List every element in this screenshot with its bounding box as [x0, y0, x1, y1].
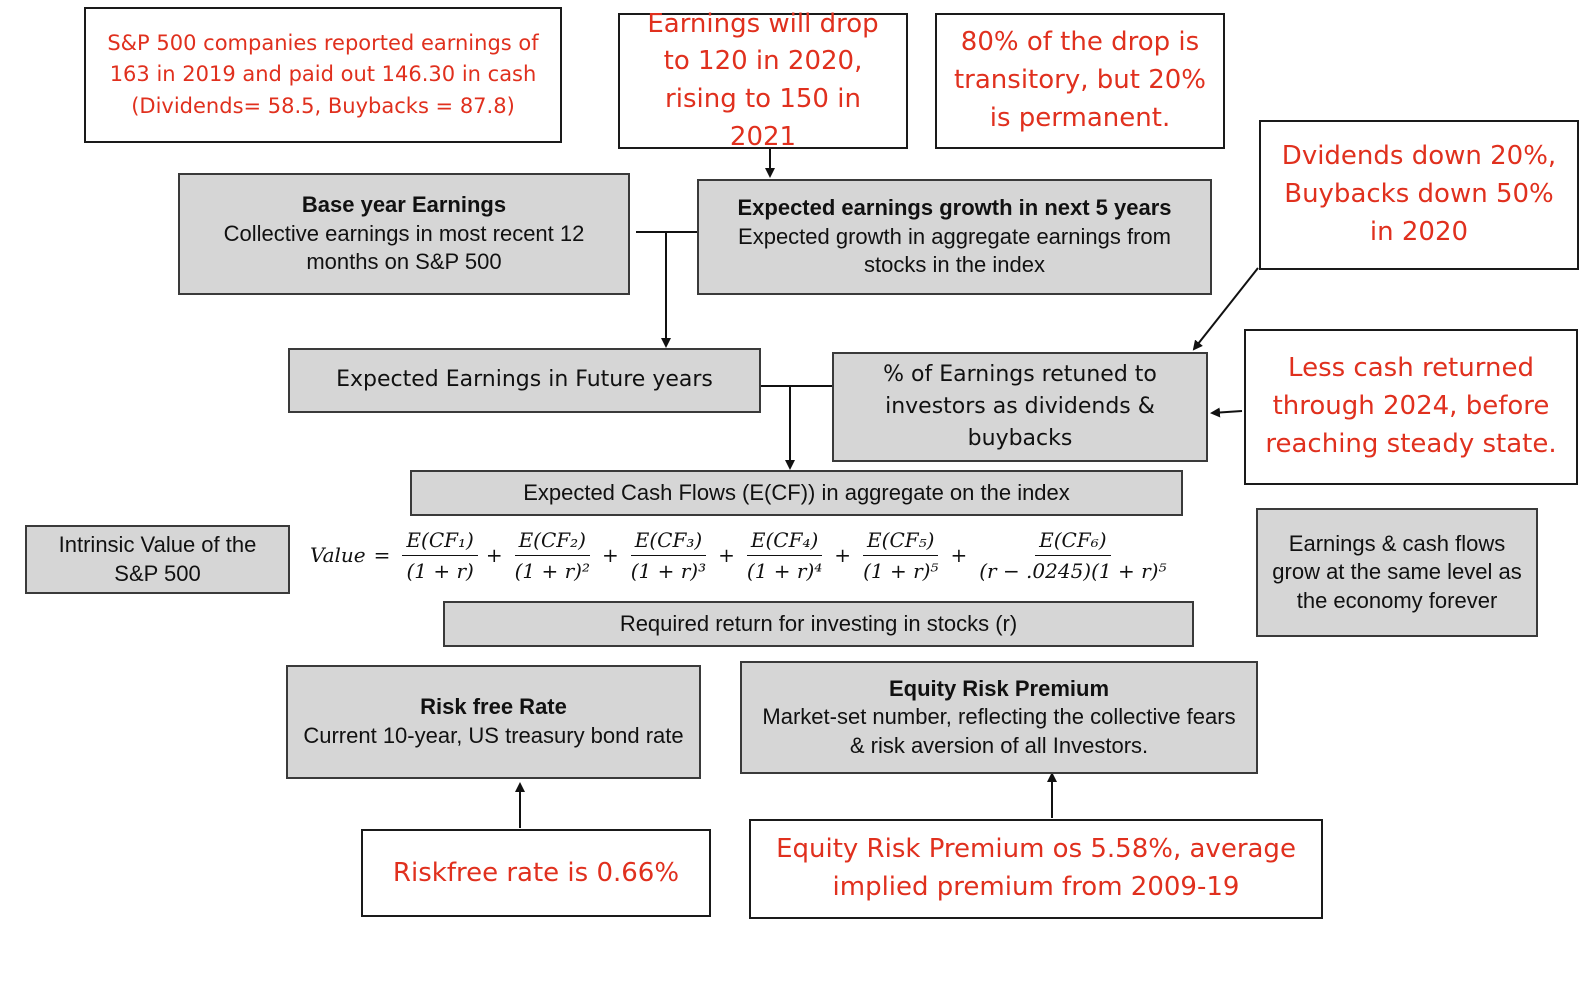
equity-risk-premium-box: Equity Risk Premium Market-set number, r… [740, 661, 1258, 774]
term-1-denominator: (1 + r) [406, 558, 474, 583]
term-3-numerator: E(CF₃) [630, 528, 707, 556]
payout-ratio-text: % of Earnings retuned to investors as di… [883, 362, 1157, 451]
earnings-growth-body: Expected growth in aggregate earnings fr… [738, 223, 1171, 278]
note-less-cash: Less cash returned through 2024, before … [1244, 329, 1578, 485]
term-4-denominator: (1 + r)⁴ [746, 558, 823, 583]
cash-flows-text: Expected Cash Flows (E(CF)) in aggregate… [523, 479, 1070, 505]
intrinsic-value-text: Intrinsic Value of the S&P 500 [58, 531, 257, 586]
equation-term-3: E(CF₃) (1 + r)³ [627, 528, 710, 583]
equity-risk-premium-title: Equity Risk Premium [888, 675, 1110, 701]
plus-sign: + [485, 543, 503, 567]
required-return-text: Required return for investing in stocks … [619, 610, 1018, 636]
equation-term-2: E(CF₂) (1 + r)² [511, 528, 594, 583]
equation-term-5: E(CF₅) (1 + r)⁵ [859, 528, 942, 583]
term-2-numerator: E(CF₂) [514, 528, 590, 556]
future-earnings-box: Expected Earnings in Future years [288, 348, 761, 413]
term-5-numerator: E(CF₅) [863, 528, 939, 556]
note-erp: Equity Risk Premium os 5.58%, average im… [749, 819, 1323, 919]
required-return-box: Required return for investing in stocks … [443, 601, 1194, 647]
risk-free-rate-box: Risk free Rate Current 10-year, US treas… [286, 665, 701, 779]
note-less-cash-text: Less cash returned through 2024, before … [1265, 353, 1557, 459]
note-erp-text: Equity Risk Premium os 5.58%, average im… [776, 834, 1296, 902]
risk-free-rate-body: Current 10-year, US treasury bond rate [303, 723, 684, 748]
note-dividends-down-text: Dvidends down 20%, Buybacks down 50% in … [1281, 141, 1557, 247]
note-sp500-reported: S&P 500 companies reported earnings of 1… [84, 7, 562, 143]
note-earnings-drop-text: Earnings will drop to 120 in 2020, risin… [647, 8, 879, 152]
term-6-denominator: (r − .0245)(1 + r)⁵ [979, 558, 1167, 583]
risk-free-rate-title: Risk free Rate [420, 694, 567, 720]
payout-ratio-box: % of Earnings retuned to investors as di… [832, 352, 1208, 462]
intrinsic-value-box: Intrinsic Value of the S&P 500 [25, 525, 290, 594]
note-drop-transitory: 80% of the drop is transitory, but 20% i… [935, 13, 1225, 149]
base-year-earnings-box: Base year Earnings Collective earnings i… [178, 173, 630, 295]
term-6-numerator: E(CF₆) [1035, 528, 1111, 556]
plus-sign: + [718, 543, 735, 567]
note-sp500-reported-text: S&P 500 companies reported earnings of 1… [107, 30, 539, 118]
term-3-denominator: (1 + r)³ [630, 558, 707, 583]
note-drop-transitory-text: 80% of the drop is transitory, but 20% i… [953, 27, 1206, 133]
term-2-denominator: (1 + r)² [514, 558, 590, 583]
equation-term-4: E(CF₄) (1 + r)⁴ [743, 528, 826, 583]
earnings-growth-title: Expected earnings growth in next 5 years [737, 195, 1172, 221]
equation-term-6: E(CF₆) (r − .0245)(1 + r)⁵ [975, 528, 1170, 583]
steady-state-box: Earnings & cash flows grow at the same l… [1256, 508, 1538, 637]
equation-lhs: Value [310, 543, 366, 567]
earnings-growth-box: Expected earnings growth in next 5 years… [697, 179, 1212, 295]
base-year-earnings-body: Collective earnings in most recent 12 mo… [223, 220, 585, 275]
note-riskfree: Riskfree rate is 0.66% [361, 829, 711, 917]
note-dividends-down: Dvidends down 20%, Buybacks down 50% in … [1259, 120, 1579, 270]
note-earnings-drop: Earnings will drop to 120 in 2020, risin… [618, 9, 908, 152]
term-4-numerator: E(CF₄) [746, 528, 823, 556]
plus-sign: + [950, 543, 968, 567]
equation-equals: = [373, 543, 391, 567]
equity-risk-premium-body: Market-set number, reflecting the collec… [762, 704, 1236, 758]
steady-state-text: Earnings & cash flows grow at the same l… [1272, 530, 1522, 613]
arrow-less-cash-to-payout [1210, 407, 1243, 418]
equation-term-1: E(CF₁) (1 + r) [402, 528, 478, 583]
valuation-equation: Value = E(CF₁) (1 + r) + E(CF₂) (1 + r)²… [310, 525, 1173, 585]
base-year-earnings-title: Base year Earnings [301, 192, 507, 218]
cash-flows-box: Expected Cash Flows (E(CF)) in aggregate… [410, 470, 1183, 516]
term-1-numerator: E(CF₁) [402, 528, 478, 556]
future-earnings-text: Expected Earnings in Future years [336, 367, 713, 393]
plus-sign: + [601, 543, 619, 567]
note-riskfree-text: Riskfree rate is 0.66% [392, 858, 680, 888]
term-5-denominator: (1 + r)⁵ [863, 558, 939, 583]
plus-sign: + [834, 543, 852, 567]
